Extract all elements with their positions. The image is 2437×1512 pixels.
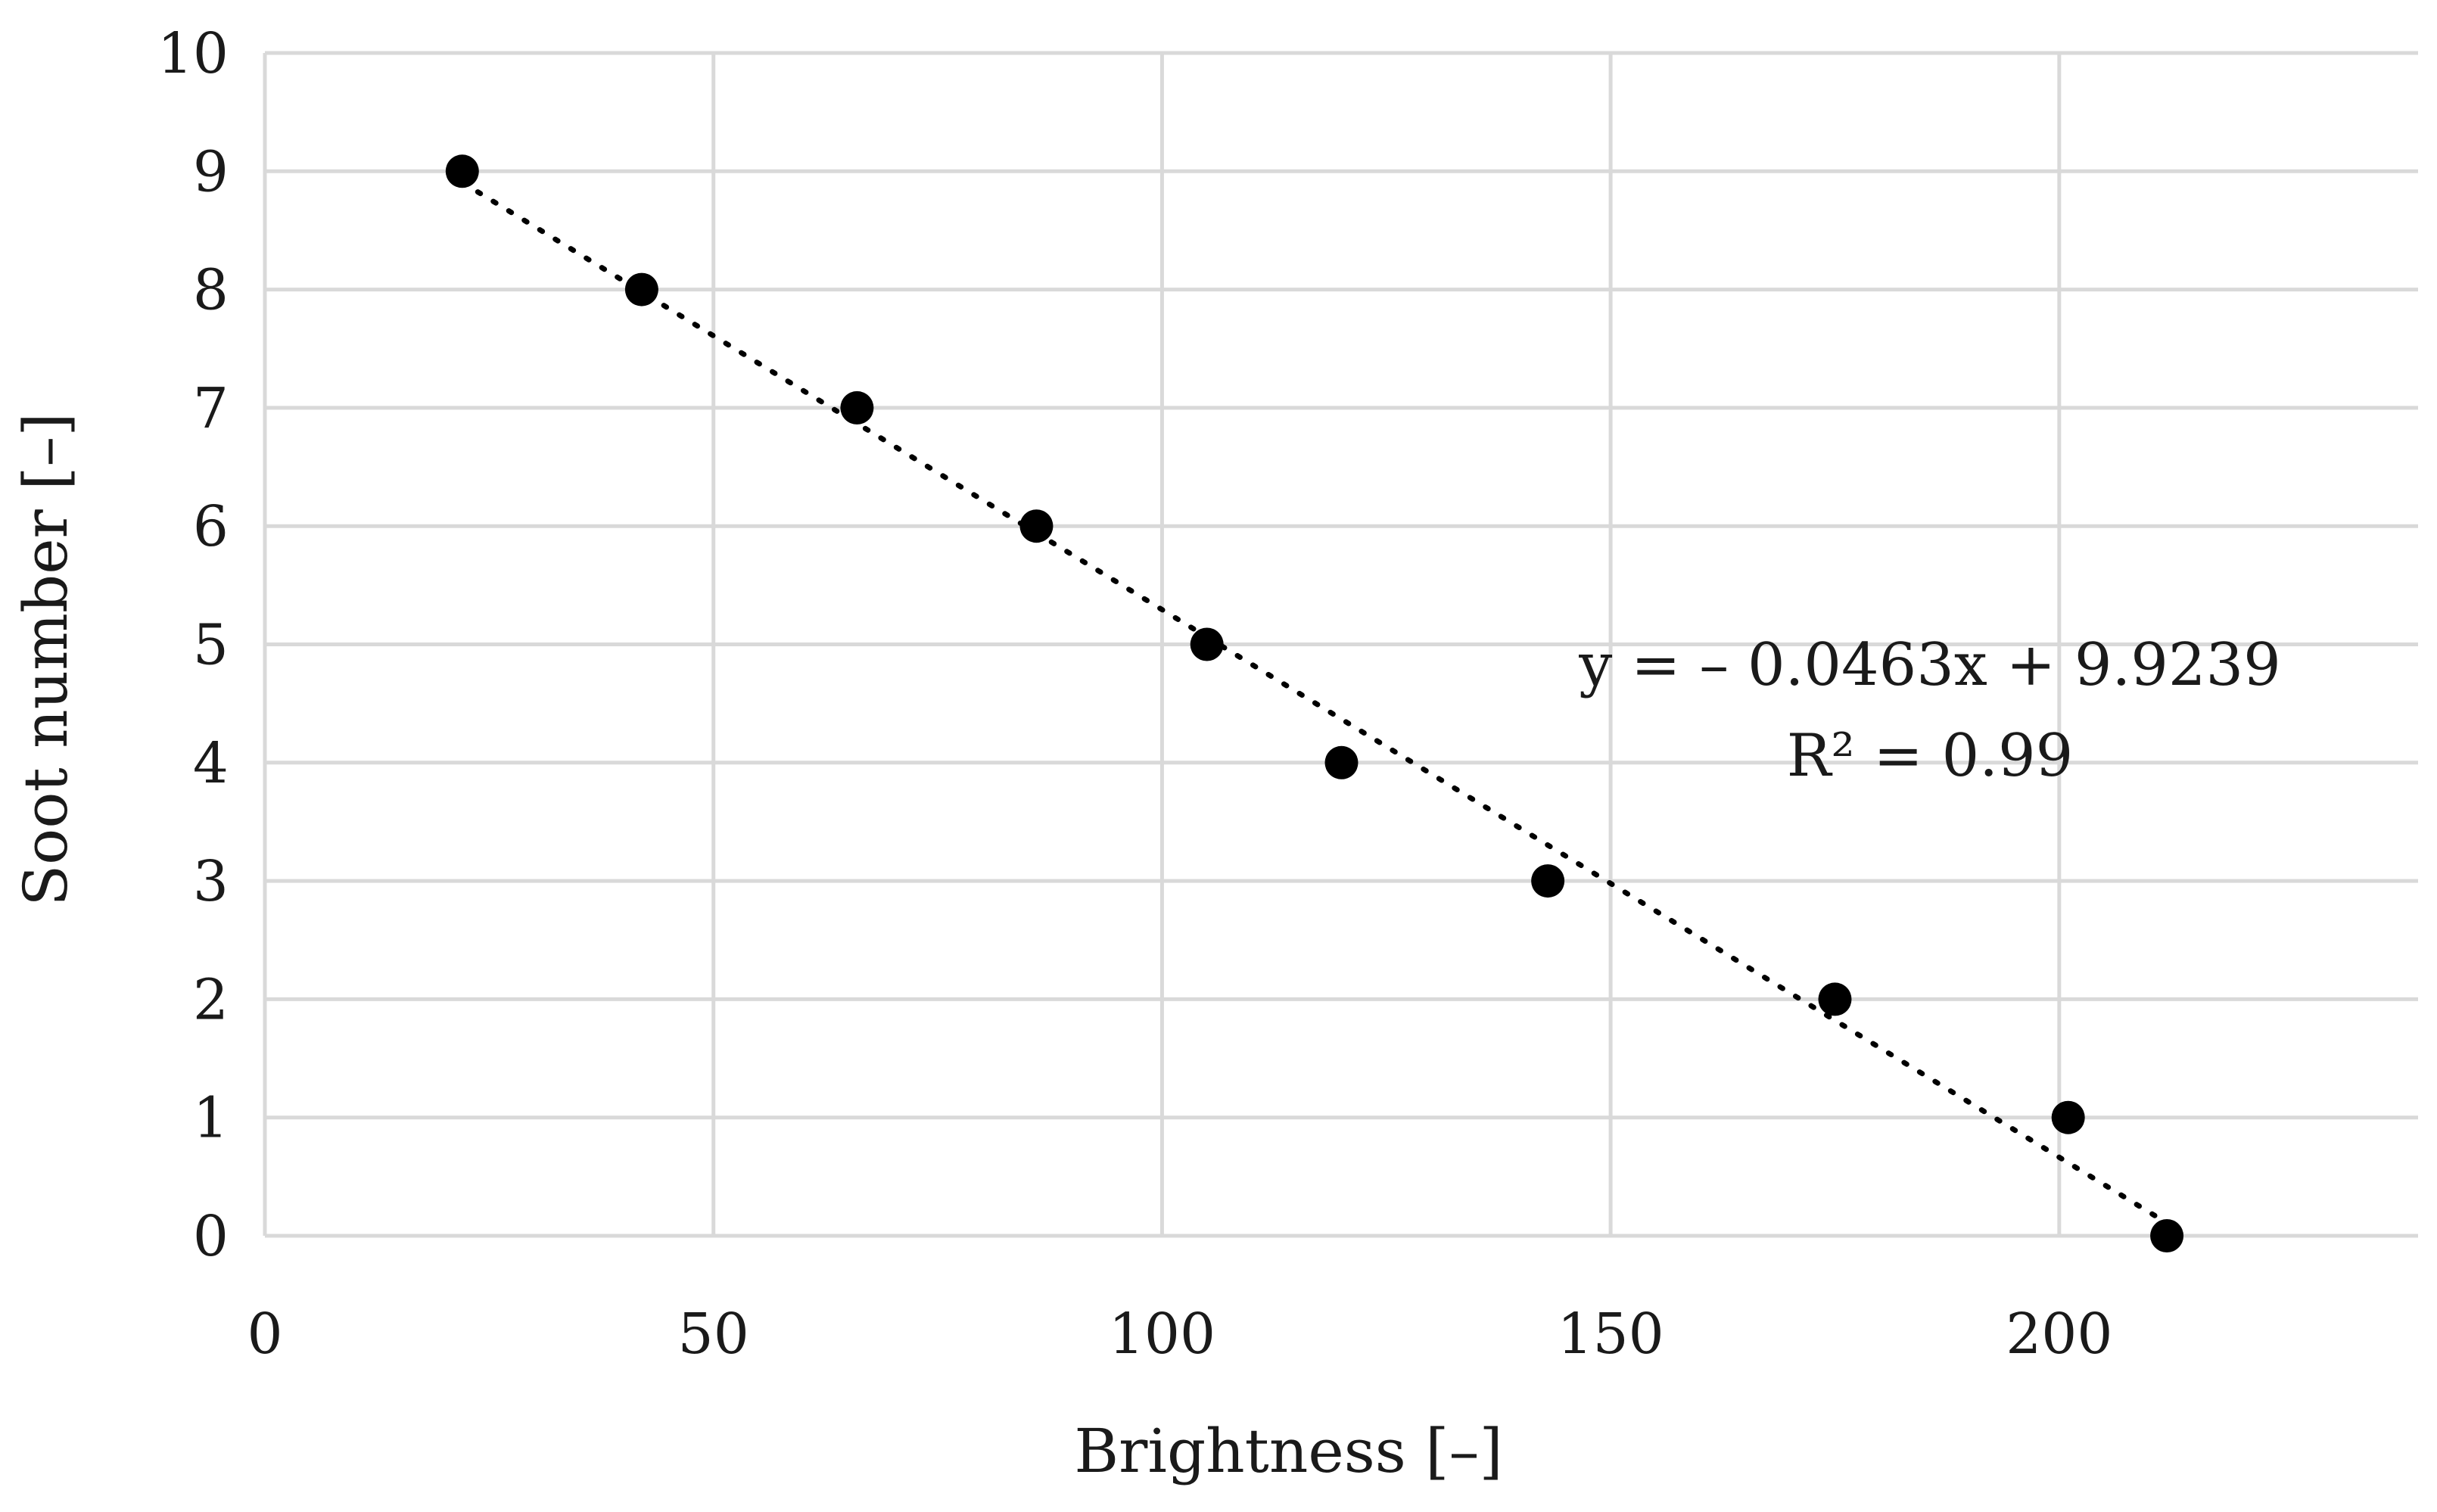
x-tick-label-0: 0: [247, 1302, 282, 1367]
x-tick-label-100: 100: [1109, 1302, 1215, 1367]
x-tick-label-200: 200: [2006, 1302, 2112, 1367]
y-axis-title: Soot number [–]: [11, 412, 81, 906]
data-point-5: [1324, 745, 1359, 779]
trendline-group: [459, 179, 2170, 1226]
y-tick-labels: 0 1 2 3 4 5 6 7 8 9 10: [157, 21, 229, 1269]
data-point-6: [1531, 864, 1565, 898]
data-point-4: [1190, 627, 1224, 661]
y-tick-label-9: 9: [193, 139, 229, 204]
x-tick-label-50: 50: [678, 1302, 749, 1367]
data-point-9: [2150, 1219, 2184, 1252]
x-axis-title: Brightness [–]: [1074, 1416, 1502, 1486]
y-tick-label-1: 1: [193, 1086, 229, 1151]
r-squared-label: R² = 0.99: [1787, 722, 2074, 790]
data-point-1: [624, 272, 658, 306]
data-points: [445, 154, 2184, 1252]
x-tick-label-150: 150: [1558, 1302, 1664, 1367]
y-tick-label-0: 0: [193, 1204, 229, 1269]
y-tick-label-7: 7: [193, 376, 229, 441]
y-tick-label-6: 6: [193, 494, 229, 559]
y-tick-label-2: 2: [193, 967, 229, 1032]
y-tick-label-8: 8: [193, 258, 229, 323]
axes: [263, 53, 2418, 1238]
data-point-7: [1818, 982, 1852, 1016]
data-point-0: [445, 154, 479, 188]
horizontal-gridlines: [265, 51, 2418, 1120]
y-tick-label-4: 4: [193, 731, 229, 796]
data-point-2: [840, 390, 874, 425]
x-tick-labels: 0 50 100 150 200: [247, 1302, 2112, 1367]
vertical-gridlines: [711, 53, 2062, 1236]
data-point-8: [2051, 1100, 2085, 1134]
y-tick-label-3: 3: [193, 849, 229, 914]
trendline: [459, 179, 2170, 1226]
trendline-equation: y = – 0.0463x + 9.9239: [1578, 631, 2281, 699]
y-tick-label-5: 5: [193, 613, 229, 678]
y-tick-label-10: 10: [157, 21, 229, 86]
data-point-3: [1019, 509, 1054, 543]
